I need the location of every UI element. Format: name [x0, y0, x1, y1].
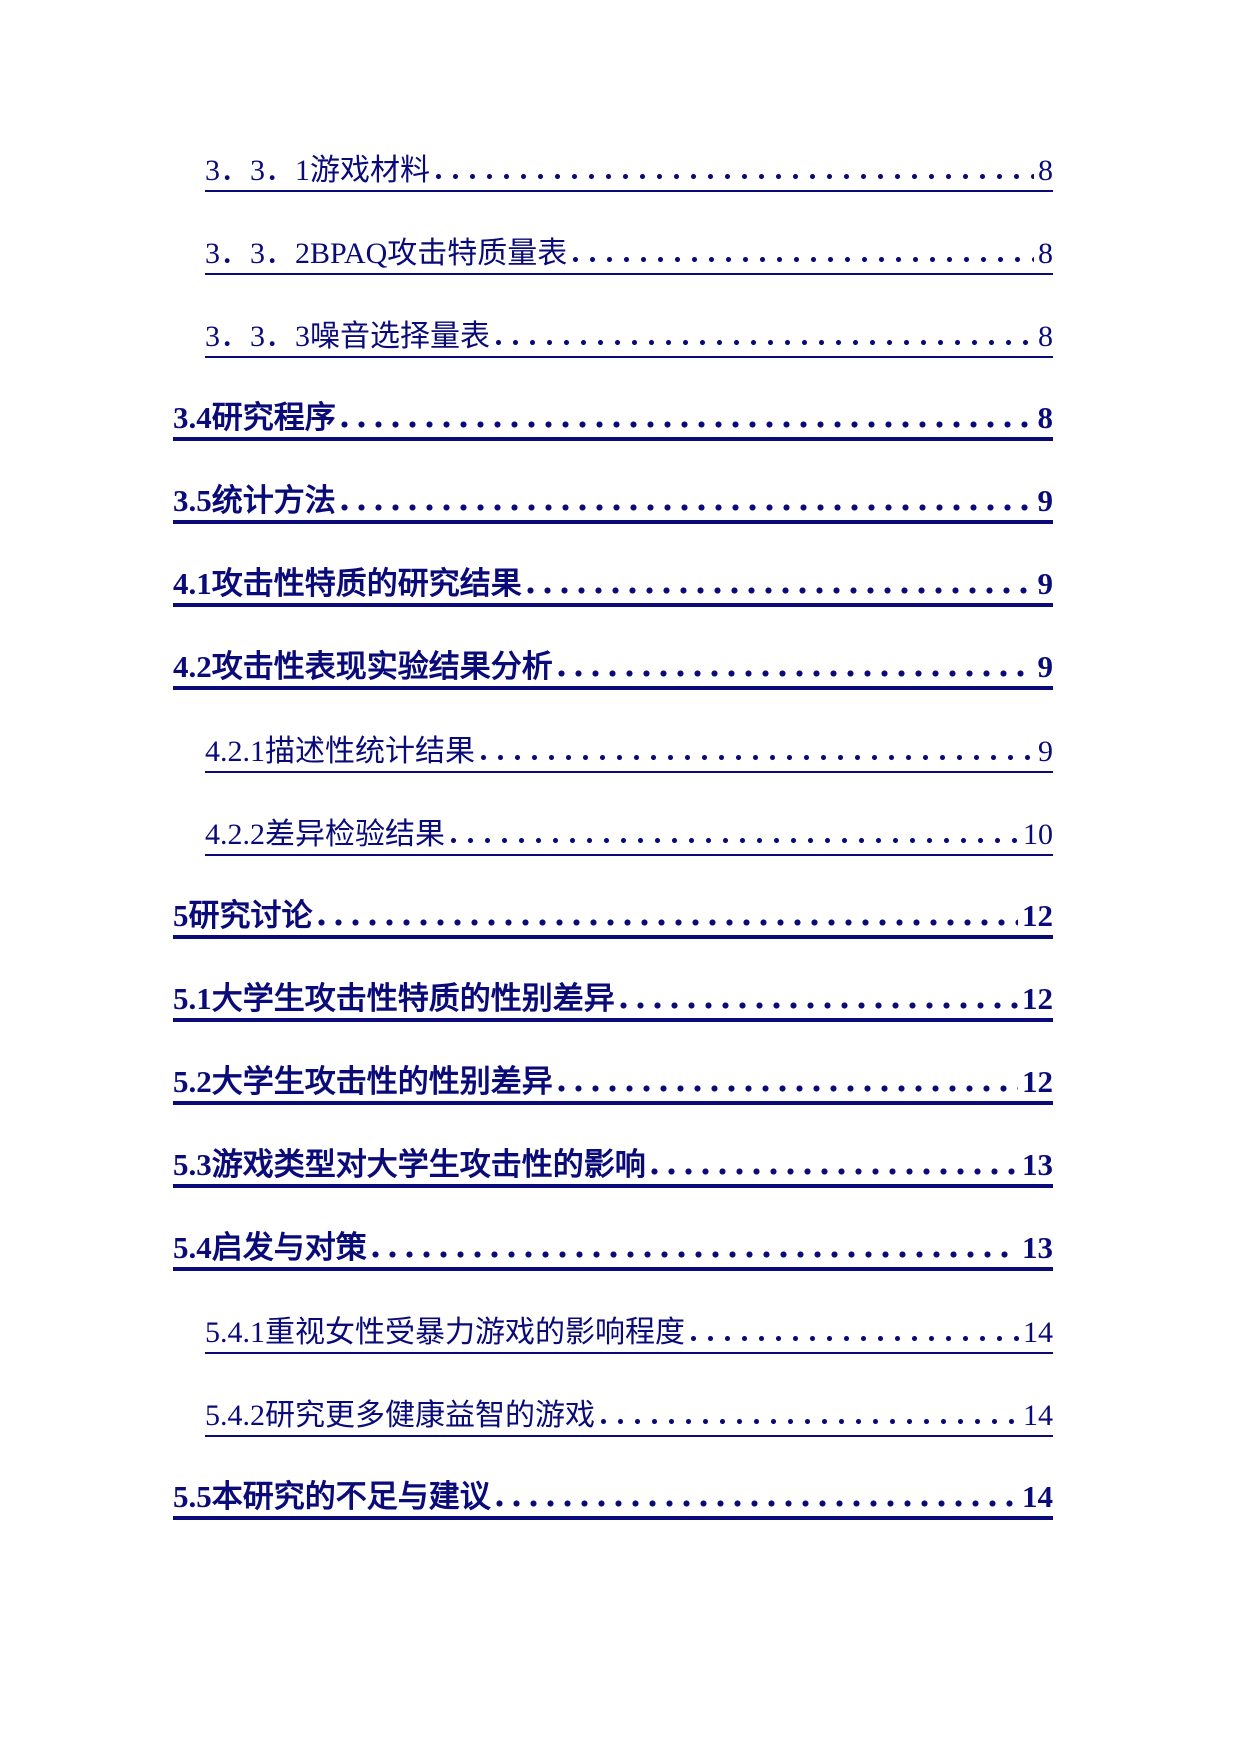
toc-entry-label[interactable]: 5.4启发与对策 [173, 1229, 367, 1265]
toc-dot-leader [317, 919, 1018, 926]
toc-entry-label[interactable]: 3.5统计方法 [173, 482, 336, 518]
toc-entry-page[interactable]: 14 [1023, 1316, 1053, 1349]
toc-dot-leader [495, 339, 1034, 346]
toc-entry[interactable]: 5.2大学生攻击性的性别差异 12 [173, 1022, 1053, 1105]
toc-dot-leader [650, 1168, 1018, 1175]
toc-dot-leader [480, 754, 1034, 761]
toc-entry-page[interactable]: 9 [1038, 735, 1053, 768]
toc-entry[interactable]: 4.2.1描述性统计结果 9 [205, 690, 1053, 773]
toc-dot-leader [495, 1500, 1018, 1507]
toc-entry-page[interactable]: 12 [1022, 897, 1053, 933]
toc-entry[interactable]: 4.2攻击性表现实验结果分析 9 [173, 607, 1053, 690]
toc-dot-leader [526, 587, 1034, 594]
toc-entry-page[interactable]: 8 [1037, 399, 1054, 435]
toc-entry-page[interactable]: 14 [1022, 1478, 1053, 1514]
toc-dot-leader [557, 1085, 1018, 1092]
toc-entry-page[interactable]: 12 [1022, 980, 1053, 1016]
toc-entry-label[interactable]: 5.1大学生攻击性特质的性别差异 [173, 980, 615, 1016]
toc-entry[interactable]: 4.1攻击性特质的研究结果 9 [173, 524, 1053, 607]
toc-entry[interactable]: 5.4启发与对策 13 [173, 1188, 1053, 1271]
toc-entry-page[interactable]: 8 [1038, 320, 1053, 353]
toc-entry-page[interactable]: 8 [1038, 237, 1053, 270]
toc-entry-page[interactable]: 9 [1037, 648, 1054, 684]
toc-entry-page[interactable]: 9 [1037, 565, 1054, 601]
toc-entry[interactable]: 4.2.2差异检验结果 10 [205, 773, 1053, 856]
toc-entry-label[interactable]: 5研究讨论 [173, 897, 313, 933]
toc-entry[interactable]: 3.5统计方法 9 [173, 441, 1053, 524]
toc-dot-leader [572, 256, 1034, 263]
toc-dot-leader [619, 1002, 1018, 1009]
toc-entry-label[interactable]: 5.4.1重视女性受暴力游戏的影响程度 [205, 1316, 685, 1349]
toc-entry[interactable]: 5.4.1重视女性受暴力游戏的影响程度 14 [205, 1271, 1053, 1354]
toc-entry[interactable]: 3．3．3噪音选择量表 8 [205, 275, 1053, 358]
toc-entry-label[interactable]: 4.2.1描述性统计结果 [205, 735, 475, 768]
toc-entry[interactable]: 5研究讨论 12 [173, 856, 1053, 939]
toc-entry-label[interactable]: 5.5本研究的不足与建议 [173, 1478, 491, 1514]
toc-entry-label[interactable]: 3.4研究程序 [173, 399, 336, 435]
toc-entry[interactable]: 5.4.2研究更多健康益智的游戏 14 [205, 1354, 1053, 1437]
toc-entry-page[interactable]: 12 [1022, 1063, 1053, 1099]
toc-entry-label[interactable]: 3．3．2BPAQ攻击特质量表 [205, 237, 568, 270]
toc-entry-label[interactable]: 4.2.2差异检验结果 [205, 818, 445, 851]
toc-dot-leader [690, 1335, 1019, 1342]
toc-entry-label[interactable]: 4.2攻击性表现实验结果分析 [173, 648, 553, 684]
toc-entry-label[interactable]: 3．3．1游戏材料 [205, 154, 430, 187]
toc-entry-label[interactable]: 5.3游戏类型对大学生攻击性的影响 [173, 1146, 646, 1182]
toc-entry-page[interactable]: 10 [1023, 818, 1053, 851]
toc-entry[interactable]: 3．3．2BPAQ攻击特质量表 8 [205, 192, 1053, 275]
toc-entry[interactable]: 3.4研究程序 8 [173, 358, 1053, 441]
toc-entry-label[interactable]: 5.2大学生攻击性的性别差异 [173, 1063, 553, 1099]
toc-entry-page[interactable]: 9 [1037, 482, 1054, 518]
toc-entry[interactable]: 3．3．1游戏材料 8 [205, 109, 1053, 192]
toc-entry-label[interactable]: 3．3．3噪音选择量表 [205, 320, 490, 353]
toc-entry-page[interactable]: 13 [1022, 1229, 1053, 1265]
toc-entry-page[interactable]: 13 [1022, 1146, 1053, 1182]
table-of-contents: 3．3．1游戏材料 8 3．3．2BPAQ攻击特质量表 8 3．3．3噪音选择量表 8 3.… [173, 0, 1053, 1520]
toc-dot-leader [557, 670, 1034, 677]
toc-dot-leader [340, 421, 1034, 428]
toc-entry[interactable]: 5.1大学生攻击性特质的性别差异 12 [173, 939, 1053, 1022]
toc-dot-leader [371, 1251, 1018, 1258]
toc-dot-leader [600, 1418, 1019, 1425]
toc-dot-leader [435, 173, 1034, 180]
toc-entry-page[interactable]: 14 [1023, 1399, 1053, 1432]
toc-dot-leader [450, 837, 1019, 844]
toc-entry-label[interactable]: 4.1攻击性特质的研究结果 [173, 565, 522, 601]
toc-entry[interactable]: 5.5本研究的不足与建议 14 [173, 1437, 1053, 1520]
toc-entry[interactable]: 5.3游戏类型对大学生攻击性的影响 13 [173, 1105, 1053, 1188]
toc-entry-label[interactable]: 5.4.2研究更多健康益智的游戏 [205, 1399, 595, 1432]
toc-entry-page[interactable]: 8 [1038, 154, 1053, 187]
toc-dot-leader [340, 504, 1034, 511]
